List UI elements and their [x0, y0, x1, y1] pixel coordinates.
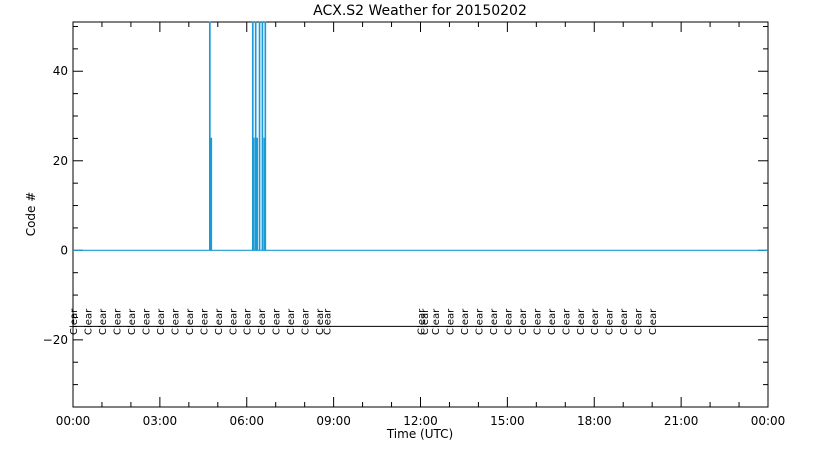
annotation-label: Clear: [518, 308, 529, 335]
annotation-label: Clear: [634, 308, 645, 335]
annotation-label: Clear: [127, 308, 138, 335]
y-tick-labels: 40 20 0 −20: [43, 64, 68, 347]
x-tick-label: 21:00: [664, 414, 699, 428]
annotation-label: Clear: [445, 308, 456, 335]
annotation-label: Clear: [141, 308, 152, 335]
annotation-label: Clear: [648, 308, 659, 335]
plot-frame: [72, 21, 769, 408]
annotation-label: Clear: [301, 308, 312, 335]
annotation-label: Clear: [98, 308, 109, 335]
annotation-label: Clear: [156, 308, 167, 335]
annotation-label: Clear: [474, 308, 485, 335]
annotation-label: Clear: [503, 308, 514, 335]
chart-title: ACX.S2 Weather for 20150202: [313, 3, 527, 19]
annotation-label: Clear: [460, 308, 471, 335]
y-tick-label: 40: [53, 64, 68, 78]
x-tick-label: 12:00: [403, 414, 438, 428]
annotation-label: Clear: [322, 308, 333, 335]
annotation-label: Clear: [532, 308, 543, 335]
annotation-label: Clear: [272, 308, 283, 335]
annotation-label: Clear: [417, 308, 428, 335]
annotation-label: Clear: [619, 308, 630, 335]
annotation-label: Clear: [590, 308, 601, 335]
series-line: [73, 21, 768, 251]
x-tick-label: 18:00: [577, 414, 612, 428]
annotation-label: Clear: [83, 308, 94, 335]
annotation-label: Clear: [431, 308, 442, 335]
annotation-label: Clear: [561, 308, 572, 335]
x-tick-label: 09:00: [316, 414, 351, 428]
annotation-label: Clear: [185, 308, 196, 335]
annotation-label: Clear: [112, 308, 123, 335]
x-axis-label: Time (UTC): [386, 427, 453, 441]
y-tick-label: 0: [60, 243, 68, 257]
annotation-label: Clear: [489, 308, 500, 335]
x-tick-label: 00:00: [751, 414, 786, 428]
annotation-label: Clear: [228, 308, 239, 335]
annotation-label: Clear: [69, 308, 80, 335]
annotation-label: Clear: [605, 308, 616, 335]
y-tick-label: −20: [43, 333, 68, 347]
x-tick-label: 06:00: [229, 414, 264, 428]
y-axis-label: Code #: [24, 192, 38, 237]
annotation-label: Clear: [420, 308, 431, 335]
annotation-label: Clear: [170, 308, 181, 335]
axis-ticks: [72, 22, 769, 408]
x-tick-label: 03:00: [143, 414, 178, 428]
series-group: [73, 21, 768, 251]
x-tick-label: 00:00: [56, 414, 91, 428]
annotation-label: Clear: [199, 308, 210, 335]
annotation-label: Clear: [547, 308, 558, 335]
annotation-label: Clear: [286, 308, 297, 335]
annotation-group: Clear Clear Clear Clear Clear Clear Clear Clear…: [69, 308, 659, 335]
x-tick-label: 15:00: [490, 414, 525, 428]
x-tick-labels: 00:00 03:00 06:00 09:00 12:00 15:00 18:00 21:00…: [56, 414, 786, 428]
annotation-label: Clear: [257, 308, 268, 335]
y-tick-label: 20: [53, 154, 68, 168]
annotation-label: Clear: [243, 308, 254, 335]
annotation-label: Clear: [214, 308, 225, 335]
annotation-label: Clear: [315, 308, 326, 335]
annotation-label: Clear: [576, 308, 587, 335]
